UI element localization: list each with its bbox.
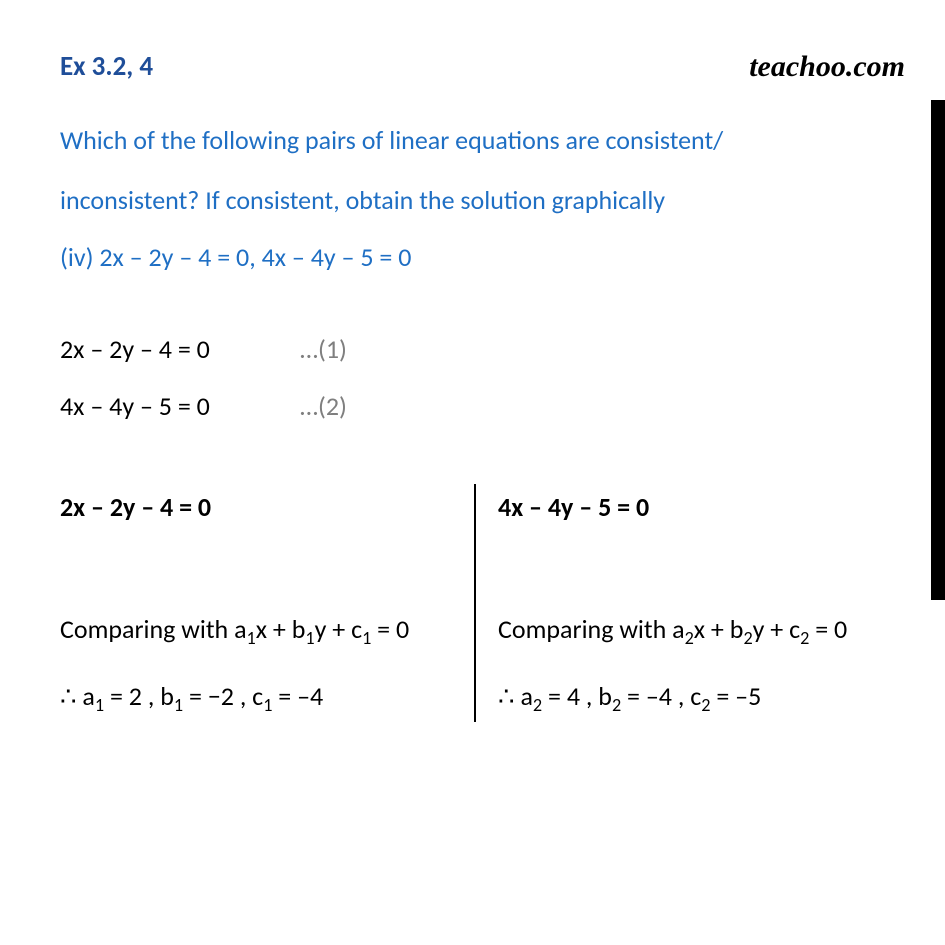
left-c-val: = –4 xyxy=(272,680,323,712)
comparison-right-column: 4x – 4y – 5 = 0 Comparing with a2x + b2y… xyxy=(474,484,905,722)
left-cmp-suffix: = 0 xyxy=(371,613,409,645)
right-b-sub: 2 xyxy=(612,694,621,716)
right-cmp-suffix: = 0 xyxy=(809,613,847,645)
left-heading: 2x – 2y – 4 = 0 xyxy=(60,484,454,531)
right-cmp-mid2: y + c xyxy=(753,613,800,645)
right-therefore: ∴ a xyxy=(498,680,533,712)
question-line-2: inconsistent? If consistent, obtain the … xyxy=(60,174,905,226)
left-therefore-line: ∴ a1 = 2 , b1 = −2 , c1 = –4 xyxy=(60,673,454,722)
right-heading: 4x – 4y – 5 = 0 xyxy=(498,484,895,531)
left-cmp-mid1: x + b xyxy=(256,613,306,645)
right-black-border xyxy=(931,100,945,600)
right-therefore-line: ∴ a2 = 4 , b2 = –4 , c2 = –5 xyxy=(498,673,895,722)
equation-2-row: 4x – 4y – 5 = 0 …(2) xyxy=(60,383,905,430)
right-sub-b: 2 xyxy=(743,627,752,649)
right-comparing-text: Comparing with a2x + b2y + c2 = 0 xyxy=(498,606,895,655)
question-part-iv: (iv) 2x – 2y – 4 = 0, 4x – 4y – 5 = 0 xyxy=(60,234,905,281)
right-sub-c: 2 xyxy=(800,627,809,649)
left-sub-a: 1 xyxy=(247,627,256,649)
equation-1-row: 2x – 2y – 4 = 0 …(1) xyxy=(60,326,905,373)
comparison-section: 2x – 2y – 4 = 0 Comparing with a1x + b1y… xyxy=(60,484,905,722)
exercise-title: Ex 3.2, 4 xyxy=(60,43,153,92)
left-a-sub: 1 xyxy=(95,694,104,716)
right-a-sub: 2 xyxy=(533,694,542,716)
header-row: Ex 3.2, 4 teachoo.com xyxy=(60,40,905,94)
left-cmp-prefix: Comparing with a xyxy=(60,613,247,645)
left-sub-b: 1 xyxy=(305,627,314,649)
left-therefore: ∴ a xyxy=(60,680,95,712)
equation-2: 4x – 4y – 5 = 0 xyxy=(60,383,280,430)
equation-1-label: …(1) xyxy=(300,326,347,373)
left-comparing-text: Comparing with a1x + b1y + c1 = 0 xyxy=(60,606,454,655)
right-cmp-prefix: Comparing with a xyxy=(498,613,685,645)
right-sub-a: 2 xyxy=(685,627,694,649)
left-cmp-mid2: y + c xyxy=(315,613,362,645)
left-sub-c: 1 xyxy=(362,627,371,649)
right-cmp-mid1: x + b xyxy=(694,613,744,645)
right-c-val: = –5 xyxy=(710,680,761,712)
comparison-left-column: 2x – 2y – 4 = 0 Comparing with a1x + b1y… xyxy=(60,484,474,722)
right-b-val: = –4 , c xyxy=(621,680,701,712)
left-a-val: = 2 , b xyxy=(104,680,174,712)
equation-1: 2x – 2y – 4 = 0 xyxy=(60,326,280,373)
right-a-val: = 4 , b xyxy=(542,680,612,712)
left-b-val: = −2 , c xyxy=(183,680,263,712)
equation-2-label: …(2) xyxy=(300,383,347,430)
left-b-sub: 1 xyxy=(174,694,183,716)
question-line-1: Which of the following pairs of linear e… xyxy=(60,114,905,166)
brand-logo-text: teachoo.com xyxy=(749,40,905,94)
